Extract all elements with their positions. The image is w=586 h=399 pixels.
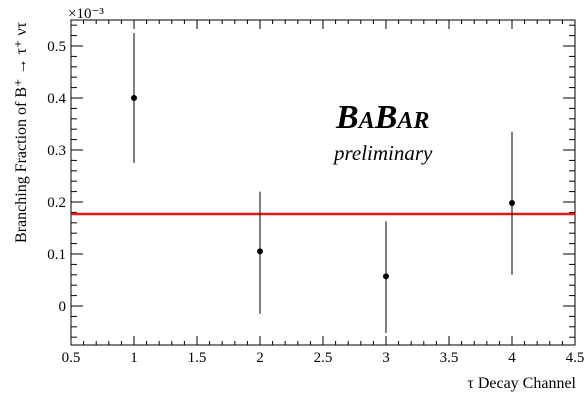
y-axis-title: Branching Fraction of B⁺ → τ⁺ ντ	[13, 21, 30, 243]
data-point	[131, 95, 137, 101]
y-tick-label: 0.2	[47, 195, 66, 211]
y-tick-label: 0	[59, 299, 67, 315]
y-tick-label: 0.5	[47, 39, 66, 55]
chart-marks	[71, 33, 575, 334]
plot-frame	[70, 19, 576, 346]
data-point	[257, 248, 263, 255]
x-tick-label: 2	[256, 350, 264, 366]
x-tick-label: 3	[382, 350, 390, 366]
x-tick-label: 3.5	[440, 350, 459, 366]
preliminary-label: preliminary	[332, 141, 433, 165]
x-tick-label: 2.5	[314, 350, 333, 366]
babar-logo: BABAR	[335, 99, 429, 136]
data-point	[509, 200, 515, 207]
x-tick-label: 0.5	[62, 350, 81, 366]
data-point	[383, 273, 389, 280]
x-axis-title: τ Decay Channel	[467, 375, 576, 392]
y-tick-label: 0.3	[47, 143, 66, 159]
x-tick-label: 4.5	[566, 350, 585, 366]
y-multiplier: ×10⁻³	[68, 6, 104, 22]
x-tick-label: 1.5	[188, 350, 207, 366]
x-tick-label: 4	[508, 350, 516, 366]
y-tick-label: 0.1	[47, 247, 66, 263]
axis-ticks: 0.5 1 1.5 2 2.5 3 3.5 4 4.5 0 0.1 0.2 0.3 0.4 0.5	[47, 20, 584, 366]
y-tick-label: 0.4	[47, 91, 66, 107]
plot-area	[70, 19, 576, 346]
x-tick-label: 1	[130, 350, 138, 366]
